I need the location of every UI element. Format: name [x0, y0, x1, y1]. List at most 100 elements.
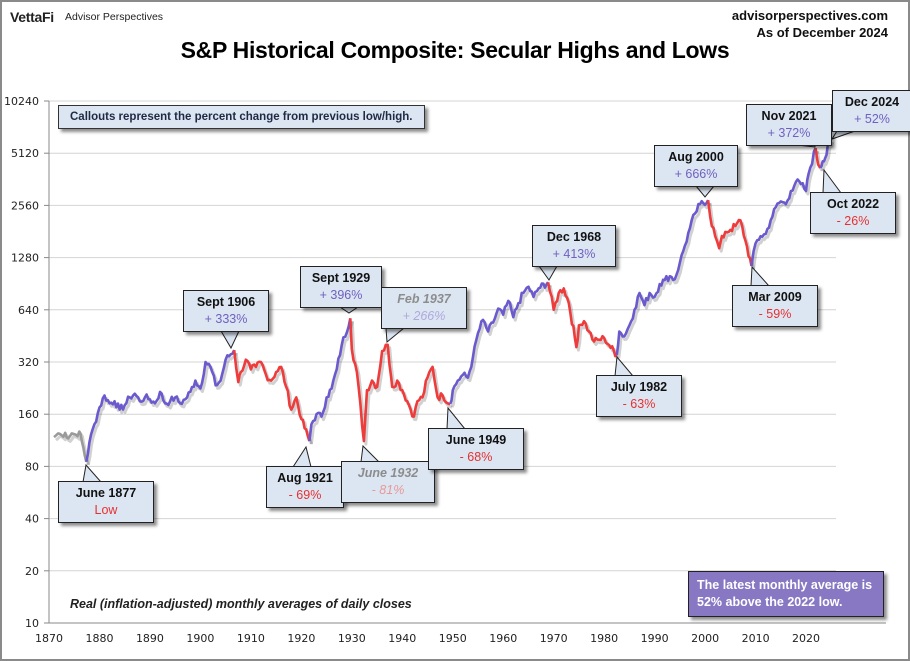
callout-pointer [385, 327, 406, 344]
series-line-bear [349, 318, 451, 443]
callout-date: July 1982 [610, 380, 668, 394]
brand-logo: VettaFi [10, 9, 54, 25]
series-shadow [617, 202, 712, 359]
y-tick-label: 640 [18, 304, 39, 317]
callout-change: + 413% [552, 247, 596, 261]
series-line-bear [706, 199, 753, 267]
callout-date: Aug 2000 [668, 150, 724, 164]
callout-oct-2022: Oct 2022 - 26% [810, 192, 896, 234]
x-tick-label: 1950 [439, 632, 467, 645]
callout-change: + 52% [854, 112, 890, 126]
callout-date: Sept 1906 [196, 295, 256, 309]
x-tick-label: 1870 [35, 632, 63, 645]
series-shadow [708, 202, 755, 270]
series-line-bull [308, 318, 352, 442]
x-tick-label: 1970 [540, 632, 568, 645]
y-tick-label: 2560 [11, 199, 39, 212]
series-line-bull [750, 147, 817, 267]
callout-date: Aug 1921 [277, 471, 333, 485]
callout-nov-2021: Nov 2021 + 372% [746, 104, 832, 146]
series-shadow [234, 352, 313, 445]
x-tick-label: 1960 [489, 632, 517, 645]
x-tick-label: 1990 [641, 632, 669, 645]
brand-subtitle: Advisor Perspectives [65, 11, 164, 23]
callout-change: + 666% [674, 167, 718, 181]
series-shadow [350, 321, 453, 446]
x-tick-label: 2010 [742, 632, 770, 645]
callout-date: Dec 2024 [844, 95, 900, 109]
callout-mar-2009: Mar 2009 - 59% [732, 285, 818, 327]
y-tick-label: 320 [18, 356, 39, 369]
series-shadow [821, 141, 835, 172]
x-tick-label: 2020 [792, 632, 820, 645]
x-tick-label: 1890 [136, 632, 164, 645]
callout-pointers [82, 130, 856, 483]
callout-date: Oct 2022 [826, 197, 880, 211]
callout-june-1877: June 1877 Low [58, 481, 154, 523]
callout-change: - 63% [622, 397, 656, 411]
callout-june-1932: June 1932 - 81% [341, 461, 435, 503]
callout-change: - 59% [758, 307, 792, 321]
y-tick-label: 1280 [11, 252, 39, 265]
callout-june-1949: June 1949 - 68% [428, 428, 524, 470]
series-line-bear [232, 349, 311, 442]
callout-pointer [220, 330, 240, 350]
series-line-early [53, 430, 88, 463]
y-tick-label: 10 [25, 617, 39, 630]
callout-date: Dec 1968 [546, 230, 602, 244]
series-shadow [309, 321, 354, 445]
callout-change: - 69% [288, 488, 322, 502]
callout-july-1982: July 1982 - 63% [596, 375, 682, 417]
series-shadow [86, 352, 238, 466]
series-line-bear [546, 281, 618, 358]
callout-explanation-note: Callouts represent the percent change fr… [58, 105, 425, 129]
as-of-date: As of December 2024 [756, 25, 888, 40]
callout-pointer [360, 444, 381, 463]
callout-pointer [830, 130, 856, 140]
callout-change: + 372% [767, 126, 811, 140]
callout-sept-1906: Sept 1906 + 333% [183, 290, 269, 332]
y-tick-label: 160 [18, 408, 39, 421]
callout-pointer [822, 168, 842, 194]
site-url: advisorperspectives.com [731, 8, 888, 23]
y-tick-label: 5120 [11, 147, 39, 160]
series-lines [53, 138, 835, 466]
callout-pointer [694, 185, 716, 198]
callout-feb-1937: Feb 1937 + 266% [381, 287, 467, 329]
callout-pointer [538, 265, 558, 281]
x-tick-label: 1980 [590, 632, 618, 645]
data-description-note: Real (inflation-adjusted) monthly averag… [70, 597, 412, 611]
y-tick-label: 40 [25, 513, 39, 526]
callout-change: + 333% [204, 312, 248, 326]
callout-pointer [750, 265, 771, 287]
x-tick-label: 1940 [388, 632, 416, 645]
x-tick-label: 1900 [186, 632, 214, 645]
callout-change: - 81% [371, 483, 405, 497]
callout-date: Mar 2009 [748, 290, 802, 304]
callout-date: Nov 2021 [761, 109, 817, 123]
callout-pointer [446, 406, 467, 430]
callout-sept-1929: Sept 1929 + 396% [300, 266, 382, 308]
callout-pointer [614, 355, 635, 377]
callout-date: June 1949 [445, 433, 507, 447]
latest-summary-box: The latest monthly average is 52% above … [688, 571, 884, 617]
series-line-bull [615, 199, 710, 356]
x-tick-label: 1930 [338, 632, 366, 645]
callout-pointer [292, 445, 312, 468]
y-tick-label: 10240 [4, 95, 39, 108]
series-line-bull [448, 281, 550, 405]
x-tick-label: 1910 [237, 632, 265, 645]
x-tick-label: 2000 [691, 632, 719, 645]
series-shadow [816, 150, 824, 172]
chart-title: S&P Historical Composite: Secular Highs … [180, 37, 730, 63]
y-tick-label: 80 [25, 460, 39, 473]
callout-change: - 26% [836, 214, 870, 228]
callout-aug-1921: Aug 1921 - 69% [266, 466, 344, 508]
series-shadow [752, 150, 819, 270]
callout-pointer [82, 463, 103, 483]
callout-date: Sept 1929 [311, 271, 371, 285]
y-tick-label: 20 [25, 565, 39, 578]
series-line-bull [85, 349, 236, 463]
